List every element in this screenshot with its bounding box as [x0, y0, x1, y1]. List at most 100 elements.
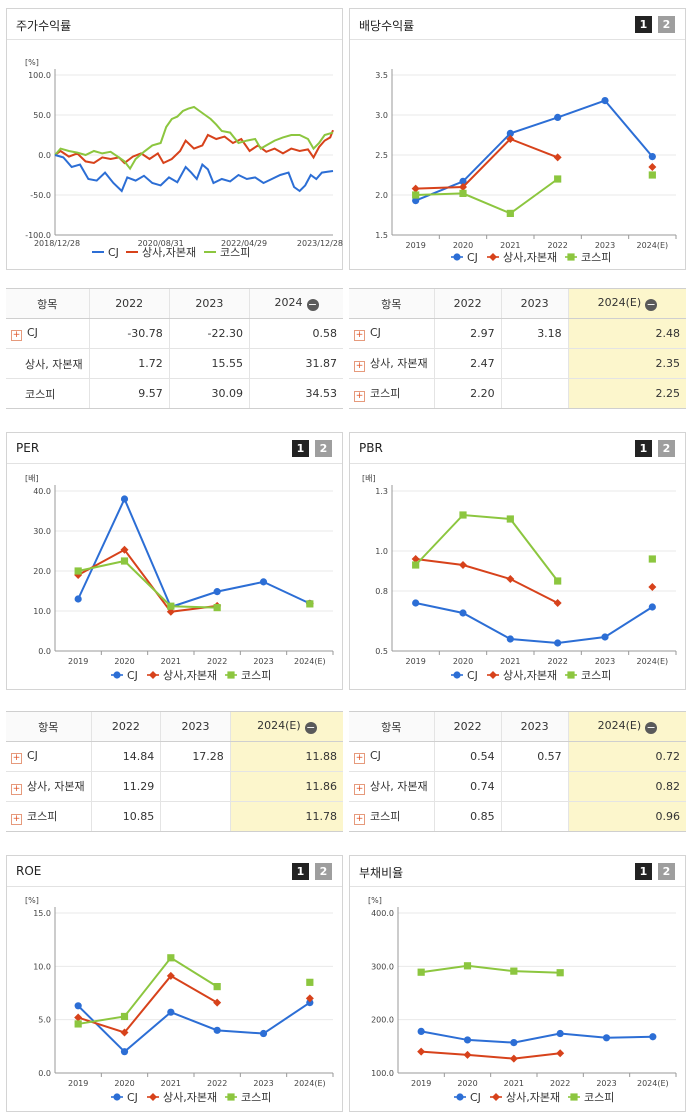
y-tick-label: -100.0 — [25, 231, 51, 240]
dividend-yield-chart: 3.5 3.0 2.5 2.0 1.5 2019 2020 2021 2022 2023 2024(… — [375, 69, 677, 264]
column-header: 2022 — [433, 288, 502, 319]
data-point — [554, 577, 562, 585]
data-point — [120, 495, 129, 503]
per-table: 항목 2022 2023 2024(E) − + CJ 14.84 17.28 11.88 + 상사,… — [6, 711, 343, 832]
column-header: 2024(E) − — [229, 711, 343, 742]
data-point — [506, 575, 515, 583]
data-point — [120, 545, 129, 554]
x-tick-label: 2023 — [595, 241, 615, 250]
panel-header: PER 1 2 — [7, 433, 342, 464]
x-tick-label: 2021 — [504, 1079, 524, 1088]
page-1-button[interactable]: 1 — [635, 16, 652, 33]
data-point — [74, 1020, 82, 1028]
table-cell: -22.30 — [168, 318, 250, 349]
data-point — [306, 978, 314, 986]
page-1-button[interactable]: 1 — [635, 863, 652, 880]
legend-item: CJ — [92, 246, 119, 259]
y-tick-label: 0.5 — [375, 647, 388, 656]
data-point — [120, 1028, 129, 1037]
pbr-table: 항목 2022 2023 2024(E) − + CJ 0.54 0.57 0.72 + 상사, 자본… — [349, 711, 686, 832]
legend-item: 코스피 — [225, 669, 271, 682]
x-tick-label: 2022 — [547, 241, 567, 250]
series-0 — [412, 599, 656, 647]
page-2-button[interactable]: 2 — [658, 16, 675, 33]
table-cell — [500, 771, 569, 802]
legend-item: 코스피 — [565, 251, 611, 264]
y-tick-label: 0.0 — [38, 151, 51, 160]
data-point — [213, 1026, 221, 1034]
table-cell: 11.29 — [90, 771, 161, 802]
data-point — [648, 171, 656, 179]
panel-title: ROE — [16, 864, 42, 878]
table-cell: 0.57 — [500, 741, 569, 772]
page-1-button[interactable]: 1 — [292, 863, 309, 880]
data-point — [213, 588, 221, 596]
data-point — [554, 113, 562, 121]
collapse-icon[interactable]: − — [306, 298, 319, 311]
y-tick-label: 2.0 — [375, 191, 388, 200]
table-cell — [500, 348, 569, 379]
legend-label: 코스피 — [241, 1091, 271, 1104]
table-cell: 2.97 — [433, 318, 502, 349]
column-header: 2024− — [249, 288, 343, 319]
series-line — [604, 99, 654, 158]
page-2-button[interactable]: 2 — [658, 863, 675, 880]
series-line — [78, 956, 218, 1025]
legend-label: 상사,자본재 — [503, 251, 557, 264]
expand-icon[interactable]: + — [11, 784, 22, 795]
series-2 — [412, 171, 656, 217]
table-cell: 0.58 — [249, 318, 343, 349]
legend-item: 상사,자본재 — [147, 669, 217, 682]
expand-icon[interactable]: + — [354, 330, 365, 341]
expand-icon[interactable]: + — [354, 391, 365, 402]
page-1-button[interactable]: 1 — [635, 440, 652, 457]
expand-icon[interactable]: + — [354, 753, 365, 764]
legend-marker — [489, 253, 497, 261]
panel-title: 부채비율 — [359, 866, 404, 880]
x-tick-label: 2024(E) — [637, 1079, 669, 1088]
page-2-button[interactable]: 2 — [315, 863, 332, 880]
series-line — [77, 496, 264, 609]
page-2-button[interactable]: 2 — [315, 440, 332, 457]
x-tick-label: 2023 — [595, 657, 615, 666]
table-cell: 0.54 — [433, 741, 502, 772]
collapse-icon[interactable]: − — [645, 298, 658, 311]
legend-marker — [227, 1093, 235, 1101]
legend-item: 상사,자본재 — [490, 1091, 560, 1104]
legend-label: CJ — [467, 251, 478, 264]
series-line — [54, 129, 334, 165]
collapse-icon[interactable]: − — [304, 721, 317, 734]
page-2-button[interactable]: 2 — [658, 440, 675, 457]
expand-icon[interactable]: + — [11, 753, 22, 764]
panel-title: PER — [16, 441, 40, 455]
expand-icon[interactable]: + — [11, 814, 22, 825]
y-tick-label: 10.0 — [33, 962, 51, 971]
expand-icon[interactable]: + — [11, 330, 22, 341]
y-tick-label: 100.0 — [28, 71, 51, 80]
page-1-button[interactable]: 1 — [292, 440, 309, 457]
series-0 — [74, 999, 314, 1056]
expand-icon[interactable]: + — [354, 784, 365, 795]
data-point — [553, 153, 562, 162]
row-label: + 상사, 자본재 — [349, 348, 435, 379]
data-point — [259, 1029, 268, 1038]
table-cell: 11.88 — [229, 741, 343, 772]
data-point — [649, 1033, 657, 1041]
column-header: 항목 — [349, 288, 435, 319]
series-2 — [417, 962, 564, 977]
y-tick-label: 30.0 — [33, 527, 51, 536]
data-point — [306, 999, 314, 1007]
table-row: + CJ -30.78 -22.30 0.58 — [6, 318, 343, 349]
table-cell: 11.86 — [229, 771, 343, 802]
data-point — [556, 1029, 564, 1038]
data-point — [506, 135, 515, 143]
legend-label: CJ — [467, 669, 478, 682]
data-point — [166, 971, 175, 980]
y-tick-label: -50.0 — [30, 191, 51, 200]
dividend-yield-panel: 배당수익률 1 2 3.5 3.0 2.5 2.0 1.5 2019 2020 2021 202… — [349, 8, 686, 270]
expand-icon[interactable]: + — [354, 814, 365, 825]
column-header: 2022 — [88, 288, 170, 319]
collapse-icon[interactable]: − — [645, 721, 658, 734]
data-point — [601, 633, 609, 641]
expand-icon[interactable]: + — [354, 361, 365, 372]
